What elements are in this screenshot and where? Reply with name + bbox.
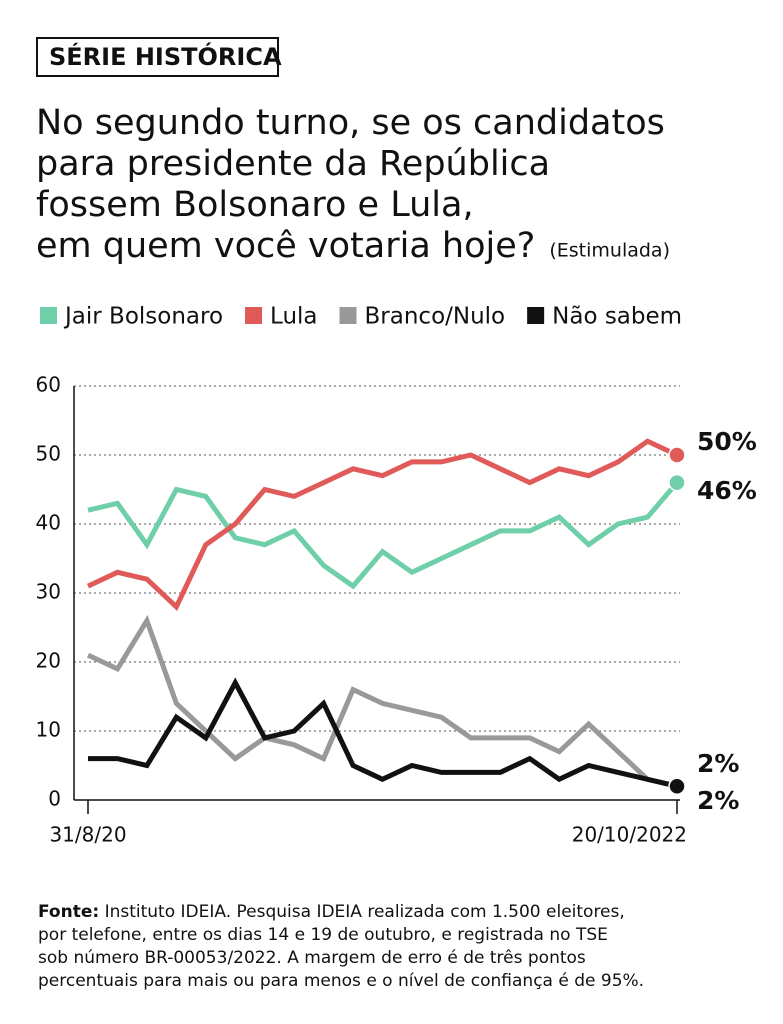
end-label: 50% xyxy=(697,427,757,456)
legend-label: Branco/Nulo xyxy=(365,304,506,330)
legend-label: Jair Bolsonaro xyxy=(63,304,223,330)
source-label: Fonte: xyxy=(38,902,99,922)
title-line: No segundo turno, se os candidatos xyxy=(36,103,665,143)
x-tick-label: 31/8/20 xyxy=(49,823,126,847)
subtitle: (Estimulada) xyxy=(549,240,670,262)
end-label: 46% xyxy=(697,476,757,505)
y-tick-label: 60 xyxy=(36,373,61,397)
end-dot xyxy=(668,777,686,795)
tag: SÉRIE HISTÓRICA xyxy=(49,41,282,71)
legend-swatch xyxy=(339,307,357,324)
series-line xyxy=(86,614,678,789)
y-tick-label: 30 xyxy=(36,580,61,604)
source-text: Instituto IDEIA. Pesquisa IDEIA realizad… xyxy=(99,902,625,922)
source-line: por telefone, entre os dias 14 e 19 de o… xyxy=(38,925,608,945)
source-line: percentuais para mais ou para menos e o … xyxy=(38,971,644,991)
legend-label: Lula xyxy=(270,304,317,330)
end-dot xyxy=(668,473,686,492)
end-label: 2% xyxy=(697,786,739,815)
y-tick-label: 20 xyxy=(36,649,61,673)
x-tick-label: 20/10/2022 xyxy=(572,823,687,847)
legend-swatch xyxy=(527,307,545,324)
end-dot xyxy=(668,446,686,464)
title-line: fossem Bolsonaro e Lula, xyxy=(36,185,474,225)
y-tick-label: 0 xyxy=(48,787,61,811)
series-line xyxy=(87,480,679,590)
legend-label: Não sabem xyxy=(552,304,682,330)
source-line: sob número BR-00053/2022. A margem de er… xyxy=(38,948,586,968)
title-line: para presidente da República xyxy=(36,144,550,184)
source-line: Fonte: Instituto IDEIA. Pesquisa IDEIA r… xyxy=(38,902,625,922)
series-line xyxy=(88,677,678,789)
title-line: em quem você votaria hoje? xyxy=(36,226,535,266)
y-tick-label: 50 xyxy=(36,442,61,466)
legend-swatch xyxy=(245,307,263,324)
series-line xyxy=(86,438,679,611)
tag-box xyxy=(36,37,279,77)
y-tick-label: 10 xyxy=(36,718,61,742)
end-label: 2% xyxy=(697,749,739,778)
legend-swatch xyxy=(40,307,57,324)
y-tick-label: 40 xyxy=(36,511,61,535)
